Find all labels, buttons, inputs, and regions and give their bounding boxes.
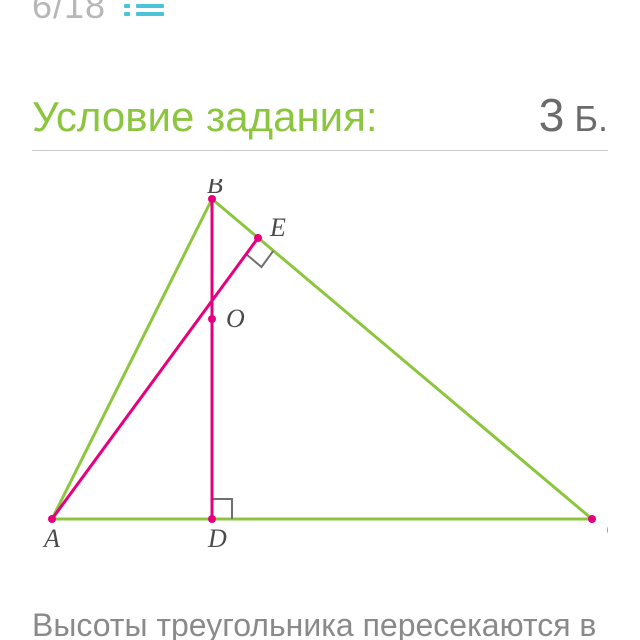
task-title: Условие задания: (32, 93, 378, 141)
task-points: 3 Б. (539, 88, 608, 142)
svg-text:O: O (226, 304, 245, 333)
svg-text:B: B (207, 179, 223, 199)
points-value: 3 (539, 89, 565, 141)
svg-text:A: A (42, 524, 60, 553)
list-icon[interactable] (124, 0, 164, 17)
geometry-figure: A B C D E O (32, 179, 608, 579)
svg-text:C: C (606, 514, 608, 543)
progress-counter: 6/18 (32, 0, 106, 27)
task-header: Условие задания: 3 Б. (32, 88, 608, 151)
svg-text:E: E (269, 213, 286, 242)
svg-text:D: D (207, 524, 227, 553)
points-suffix: Б. (574, 98, 608, 139)
task-body-text: Высоты треугольника пересекаются в (32, 607, 608, 640)
progress-row: 6/18 (32, 0, 608, 16)
